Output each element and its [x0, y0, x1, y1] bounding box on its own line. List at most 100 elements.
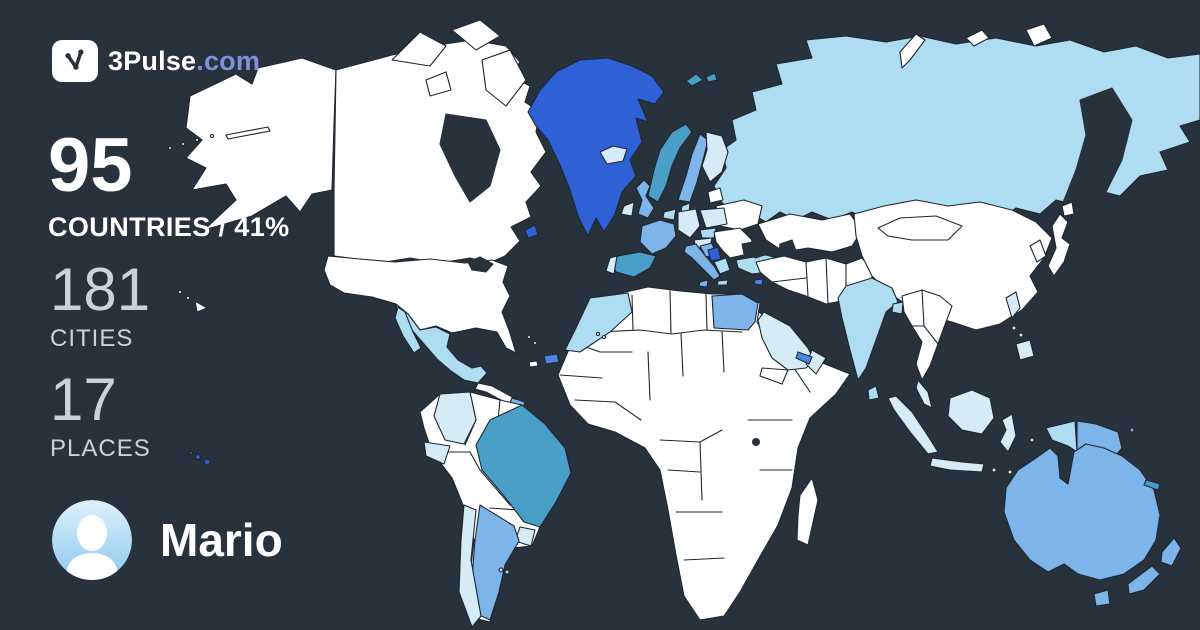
country-uk: [635, 179, 655, 219]
countries-count: 95: [48, 123, 133, 208]
black-sea: [741, 239, 773, 259]
route-marker-dot: [177, 289, 183, 295]
user-box: Mario: [52, 500, 283, 580]
aleutian-island: [194, 137, 200, 143]
country-japan: [1047, 213, 1071, 277]
country-usa: [323, 255, 517, 354]
nz-north-island: [1160, 537, 1182, 567]
country-bangladesh: [891, 301, 904, 315]
hawaii-island: [188, 450, 194, 456]
country-spain: [611, 251, 657, 278]
luzon-island: [1005, 291, 1021, 319]
se-asia-borders: [911, 289, 939, 345]
aleutian-island: [180, 141, 186, 147]
sumatra-island: [887, 395, 939, 455]
country-australia: [1003, 443, 1161, 581]
country-sri-lanka: [867, 385, 880, 401]
places-count: 17: [50, 366, 117, 433]
lesser-sunda-island: [1007, 469, 1013, 475]
arctic-island: [425, 71, 452, 97]
svalbard-island: [685, 73, 704, 87]
user-name: Mario: [160, 514, 283, 566]
falkland-island: [504, 569, 510, 575]
country-madagascar: [796, 477, 819, 546]
lake-victoria: [752, 438, 760, 446]
arctic-island: [481, 49, 527, 107]
countries-label: COUNTRIES / 41%: [48, 212, 290, 242]
arctic-island: [391, 31, 447, 67]
hawaii-island: [203, 458, 211, 466]
country-portugal: [605, 255, 618, 275]
country-germany: [677, 208, 701, 239]
country-balkans: [713, 227, 753, 259]
map-asia: [747, 199, 1075, 475]
aleutian-island: [167, 145, 173, 151]
cities-count: 181: [50, 256, 151, 323]
borneo-island: [947, 389, 995, 435]
country-greenland: [527, 57, 665, 237]
country-montenegro: [707, 246, 722, 262]
country-france: [639, 219, 677, 255]
mindanao-island: [1015, 339, 1035, 361]
new-caledonia-island: [1143, 479, 1161, 491]
country-argentina: [471, 504, 520, 621]
country-se-asia: [901, 289, 953, 381]
persian-gulf: [789, 299, 821, 321]
route-marker-arrow: [194, 300, 208, 313]
country-korea: [1029, 239, 1047, 263]
brand-name: 3Pulse.com: [108, 46, 260, 77]
visayas-island: [1011, 325, 1017, 331]
map-north-america: [167, 19, 574, 466]
country-kazakhstan: [757, 213, 863, 253]
crete-island: [716, 279, 729, 286]
middle-east-borders: [771, 257, 847, 305]
country-india: [837, 277, 899, 381]
places-label: PLACES: [50, 435, 151, 462]
aleutian-chain: [225, 126, 271, 140]
map-arctic-atlantic: [524, 57, 718, 239]
greenland-islet: [524, 224, 539, 239]
country-czechia: [699, 227, 717, 239]
country-usa-alaska: [185, 57, 337, 231]
sulawesi-island: [999, 413, 1017, 453]
hawaii-island: [195, 454, 201, 460]
mongolia-border: [877, 215, 963, 241]
country-jamaica: [528, 360, 539, 368]
country-baltics: [707, 187, 724, 204]
moluccas-island: [1029, 437, 1035, 443]
route-marker-dot: [185, 295, 191, 301]
country-chile: [458, 504, 482, 628]
nz-south-island: [1127, 565, 1161, 595]
country-italy: [683, 243, 721, 281]
sicily-island: [698, 279, 709, 288]
country-greece: [713, 257, 731, 275]
okhotsk-dark-region: [1059, 87, 1133, 231]
java-island: [929, 457, 985, 473]
cities-label: CITIES: [50, 325, 134, 352]
svalbard-island: [705, 72, 718, 83]
map-russia: [713, 23, 1200, 231]
malay-peninsula: [915, 379, 933, 409]
country-egypt: [711, 293, 759, 331]
west-papua: [1045, 420, 1078, 453]
baja-peninsula: [394, 306, 422, 354]
great-lakes: [467, 256, 494, 273]
novaya-zemlya-island: [899, 33, 926, 69]
brand-name-tld: .com: [196, 45, 261, 76]
country-uae: [795, 351, 813, 365]
arctic-island: [451, 19, 501, 51]
brand-logo: 3Pulse.com: [52, 40, 260, 82]
country-dominican-republic: [543, 353, 560, 365]
map-south-america: [419, 391, 572, 628]
canary-island: [601, 334, 607, 340]
pulse-logo-icon: [52, 40, 98, 82]
country-norway: [647, 123, 693, 203]
country-ecuador: [423, 441, 451, 465]
country-colombia: [433, 391, 477, 445]
country-brazil: [475, 404, 572, 528]
lesser-sunda-island: [991, 467, 997, 473]
country-ireland: [620, 201, 635, 217]
tasmania-island: [1093, 589, 1111, 607]
hudson-bay: [439, 113, 501, 203]
